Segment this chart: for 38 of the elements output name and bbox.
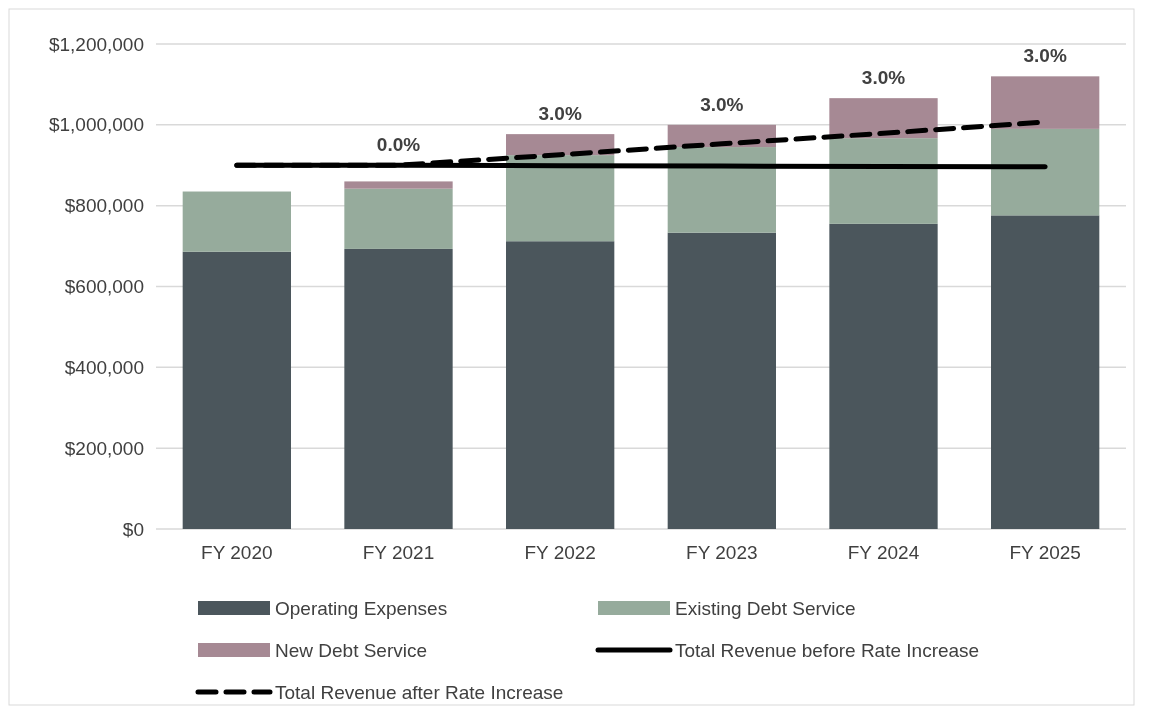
y-tick-label: $800,000 [64, 195, 144, 217]
annotation: 3.0% [700, 93, 744, 115]
legend-label: Existing Debt Service [675, 597, 856, 619]
annotation: 3.0% [1023, 45, 1067, 67]
y-tick-label: $0 [122, 518, 144, 540]
x-tick-label: FY 2022 [524, 542, 596, 563]
y-tick-label: $600,000 [64, 276, 144, 298]
x-tick-label: FY 2021 [362, 542, 435, 563]
bar [667, 147, 776, 233]
bar [182, 251, 291, 529]
bar [829, 223, 938, 529]
annotation: 3.0% [538, 103, 582, 125]
x-tick-label: FY 2023 [686, 542, 758, 563]
legend-label: Total Revenue after Rate Increase [275, 681, 564, 703]
bar [667, 232, 776, 529]
bar [829, 98, 938, 139]
y-tick-label: $400,000 [64, 356, 144, 378]
y-tick-label: $200,000 [64, 437, 144, 459]
bar [344, 188, 453, 249]
bar [991, 76, 1100, 129]
bar [506, 155, 615, 242]
legend-label: Total Revenue before Rate Increase [675, 639, 980, 661]
y-tick-label: $1,000,000 [48, 114, 144, 136]
y-tick-label: $1,200,000 [48, 33, 144, 55]
bar [344, 248, 453, 529]
bar [991, 215, 1100, 529]
x-tick-label: FY 2020 [201, 542, 273, 563]
legend-label: Operating Expenses [275, 597, 448, 619]
x-tick-label: FY 2024 [847, 542, 920, 563]
x-tick-label: FY 2025 [1009, 542, 1081, 563]
annotation: 3.0% [861, 67, 906, 89]
annotation: 0.0% [376, 134, 421, 156]
bar [506, 241, 615, 529]
legend-label: New Debt Service [275, 639, 428, 661]
bar [991, 128, 1100, 216]
bar [829, 138, 938, 224]
bar [344, 181, 453, 189]
bar [182, 191, 291, 252]
